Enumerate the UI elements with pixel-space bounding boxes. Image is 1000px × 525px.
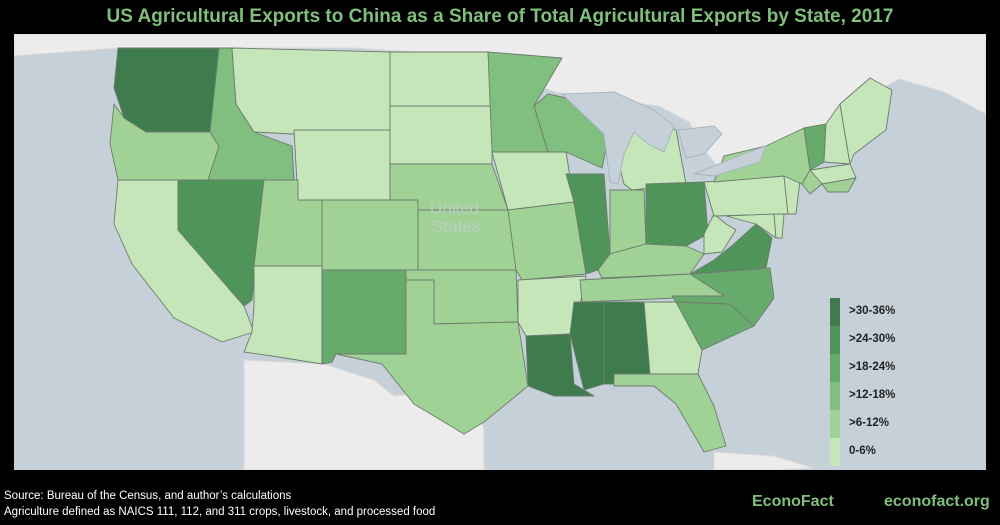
state-MS[interactable] [569, 301, 605, 391]
state-MT[interactable] [231, 47, 391, 135]
legend-item: >18-24% [830, 354, 950, 382]
state-OH[interactable] [645, 181, 709, 247]
state-AL[interactable] [603, 301, 651, 385]
map[interactable]: United States [14, 34, 986, 470]
brand-name: EconoFact [752, 493, 834, 510]
state-CT[interactable] [801, 169, 823, 195]
legend-item: >6-12% [830, 410, 950, 438]
state-CO[interactable] [321, 199, 419, 271]
legend-item: >30-36% [830, 298, 950, 326]
state-MO[interactable] [507, 201, 587, 281]
legend-swatch [830, 382, 840, 410]
state-AZ[interactable] [243, 265, 323, 365]
legend-swatch [830, 298, 840, 326]
country-label: States [432, 217, 480, 236]
state-ND[interactable] [389, 51, 493, 107]
legend-label: >12-18% [849, 389, 896, 401]
state-DE[interactable] [773, 213, 785, 239]
legend-swatch [830, 410, 840, 438]
state-NM[interactable] [321, 269, 407, 365]
source-line: Source: Bureau of the Census, and author… [4, 490, 292, 502]
legend-swatch [830, 326, 840, 354]
state-WA[interactable] [113, 47, 220, 133]
definition-line: Agriculture defined as NAICS 111, 112, a… [4, 506, 436, 518]
state-WY[interactable] [293, 129, 391, 201]
state-SD[interactable] [389, 105, 493, 165]
cuba-land [713, 451, 815, 470]
legend-swatch [830, 354, 840, 382]
state-TX[interactable] [335, 279, 529, 435]
source-note: Source: Bureau of the Census, and author… [4, 488, 435, 520]
state-FL[interactable] [613, 373, 727, 453]
state-RI[interactable] [821, 177, 857, 193]
state-NC[interactable] [671, 267, 775, 327]
state-IN[interactable] [609, 189, 647, 255]
legend-item: >12-18% [830, 382, 950, 410]
legend-label: >6-12% [849, 417, 889, 429]
legend-label: >18-24% [849, 361, 896, 373]
legend-label: >30-36% [849, 305, 896, 317]
state-GA[interactable] [643, 301, 703, 375]
legend-item: >24-30% [830, 326, 950, 354]
state-KY[interactable] [597, 243, 705, 279]
legend-item: 0-6% [830, 438, 950, 466]
great-lakes [560, 91, 767, 185]
country-label: United [430, 199, 479, 218]
map-svg: United States [14, 34, 986, 470]
legend-swatch [830, 438, 840, 466]
legend-label: 0-6% [849, 445, 876, 457]
chart-title: US Agricultural Exports to China as a Sh… [106, 6, 894, 27]
site-link[interactable]: econofact.org [884, 493, 990, 510]
legend-label: >24-30% [849, 333, 896, 345]
